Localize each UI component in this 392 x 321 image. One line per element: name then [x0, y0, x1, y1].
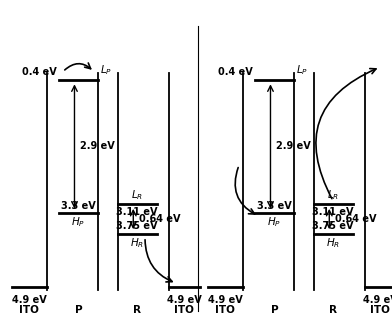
Text: $L_P$: $L_P$ [100, 64, 112, 77]
Text: 4.9 eV: 4.9 eV [12, 295, 47, 305]
Text: 3.3 eV: 3.3 eV [61, 201, 96, 211]
Text: 3.3 eV: 3.3 eV [257, 201, 292, 211]
Text: ITO: ITO [370, 305, 390, 315]
Text: ITO: ITO [216, 305, 235, 315]
Text: 2.9 eV: 2.9 eV [80, 142, 115, 152]
Text: 0.4 eV: 0.4 eV [218, 67, 253, 77]
Text: ITO: ITO [174, 305, 194, 315]
Text: 3.11 eV: 3.11 eV [312, 207, 354, 217]
Text: 0.64 eV: 0.64 eV [139, 214, 181, 224]
Text: R: R [329, 305, 337, 315]
Text: 4.9 eV: 4.9 eV [167, 295, 201, 305]
Text: $L_P$: $L_P$ [296, 64, 308, 77]
Text: $H_R$: $H_R$ [326, 236, 340, 250]
Text: 2.9 eV: 2.9 eV [276, 142, 311, 152]
Text: 0.64 eV: 0.64 eV [335, 214, 377, 224]
Text: $H_P$: $H_P$ [71, 216, 85, 230]
Text: ITO: ITO [20, 305, 39, 315]
Text: 4.9 eV: 4.9 eV [208, 295, 243, 305]
Text: P: P [270, 305, 278, 315]
Text: 4.9 eV: 4.9 eV [363, 295, 392, 305]
Text: R: R [133, 305, 141, 315]
Text: $L_R$: $L_R$ [131, 188, 143, 202]
Text: 3.75 eV: 3.75 eV [312, 221, 354, 231]
Text: P: P [74, 305, 82, 315]
Text: $H_P$: $H_P$ [267, 216, 281, 230]
Text: $H_R$: $H_R$ [130, 236, 144, 250]
Text: $L_R$: $L_R$ [327, 188, 339, 202]
Text: 3.11 eV: 3.11 eV [116, 207, 158, 217]
Text: 0.4 eV: 0.4 eV [22, 67, 57, 77]
Text: 3.75 eV: 3.75 eV [116, 221, 158, 231]
